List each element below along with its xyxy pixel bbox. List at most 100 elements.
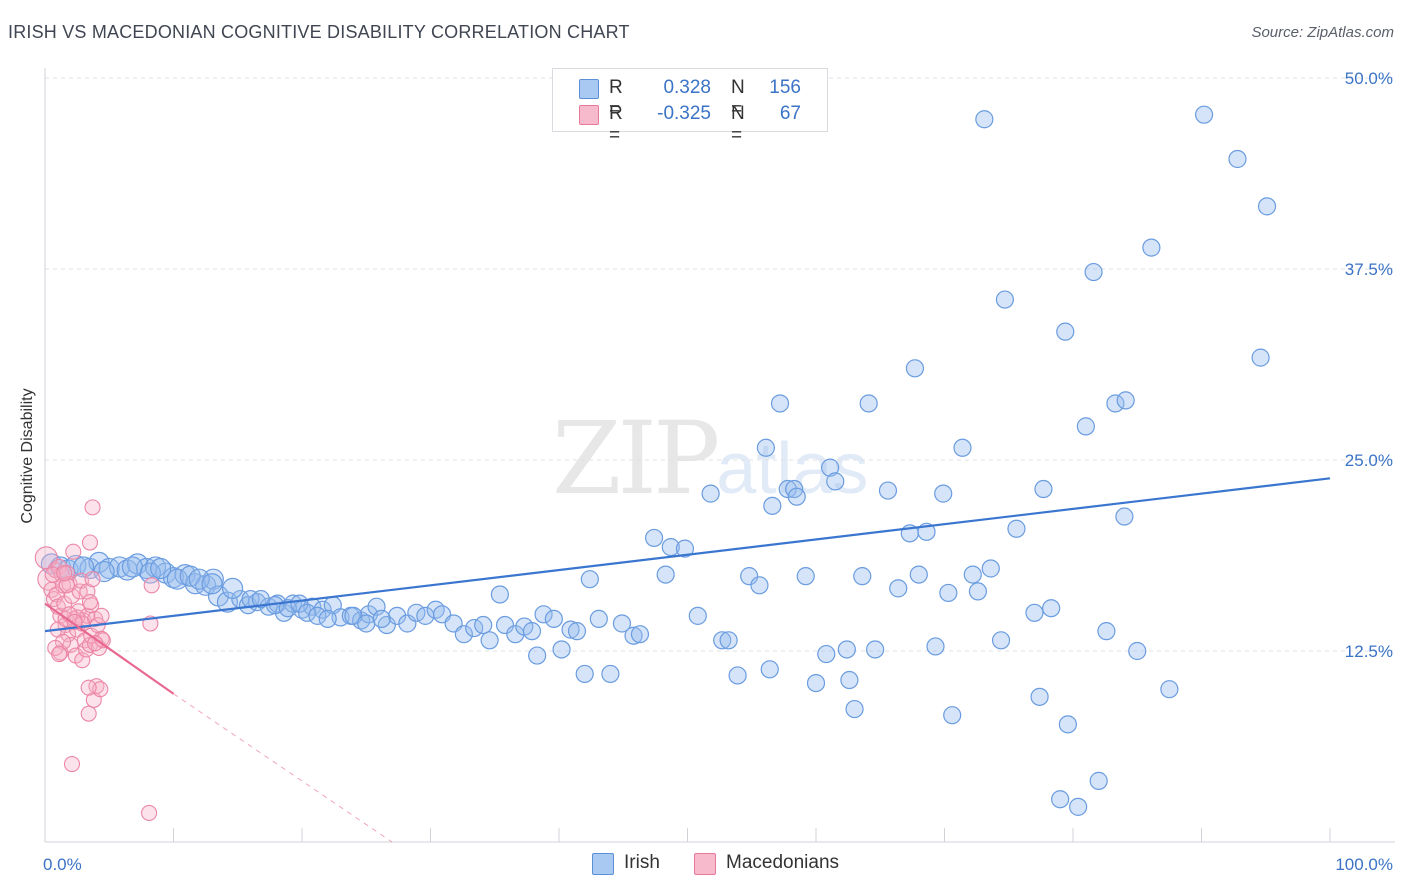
irish-point — [787, 487, 806, 506]
irish-point — [1097, 622, 1116, 641]
macedonian-point — [80, 705, 97, 722]
irish-point — [840, 670, 859, 690]
irish-point — [909, 565, 928, 584]
irish-point — [522, 622, 542, 641]
macedonian-point — [51, 646, 68, 663]
irish-point — [953, 438, 972, 457]
macedonian-point — [58, 577, 75, 594]
irish-point — [878, 481, 898, 500]
irish-point — [318, 609, 337, 629]
irish-point — [1042, 599, 1061, 618]
irish-point — [121, 556, 143, 578]
irish-point — [837, 640, 856, 659]
irish-point — [975, 110, 994, 129]
irish-point — [1056, 322, 1075, 341]
irish-point — [357, 614, 376, 633]
irish-point — [567, 622, 587, 641]
macedonian-point — [54, 577, 72, 594]
watermark-zip: ZIP — [552, 400, 720, 517]
irish-points — [40, 105, 1277, 816]
irish-point — [201, 573, 223, 595]
irish-point — [1257, 197, 1277, 216]
r-label: R = — [609, 103, 623, 146]
tick-labels: 12.5% 25.0% 37.5% 50.0% 0.0% 100.0% — [43, 69, 1393, 874]
irish-point — [1115, 507, 1134, 526]
macedonian-point — [81, 594, 99, 611]
irish-point — [821, 458, 840, 477]
irish-point — [222, 577, 244, 599]
y-tick-label: 50.0% — [1345, 69, 1393, 88]
irish-point — [817, 644, 836, 664]
irish-point — [806, 673, 826, 693]
x-tick-label: 0.0% — [43, 855, 82, 874]
trend-lines — [44, 477, 1331, 843]
macedonian-points — [34, 499, 160, 822]
irish-point — [770, 394, 790, 413]
irish-point — [756, 438, 775, 457]
irish-point — [644, 528, 664, 548]
irish-point — [763, 496, 782, 515]
irish-point — [474, 615, 493, 635]
irish-point — [372, 609, 391, 629]
irish-point — [308, 606, 327, 625]
r-value: -0.325 — [657, 103, 711, 124]
irish-point — [589, 609, 608, 629]
macedonian-point — [63, 756, 81, 773]
irish-point — [750, 576, 769, 595]
irish-point — [1142, 238, 1161, 257]
macedonian-point — [92, 681, 109, 698]
irish-point — [1089, 771, 1108, 790]
irish-point — [859, 394, 878, 413]
irish-point — [939, 583, 958, 603]
macedonian-point — [143, 577, 160, 594]
irish-point — [796, 567, 815, 586]
y-tick-label: 12.5% — [1345, 642, 1393, 661]
y-tick-label: 25.0% — [1345, 451, 1393, 470]
irish-point — [760, 660, 779, 679]
legend-label-macedonians: Macedonians — [726, 852, 840, 873]
n-label: N = — [731, 77, 745, 120]
irish-point — [675, 539, 695, 558]
irish-point — [1106, 394, 1125, 413]
irish-point — [1194, 105, 1214, 124]
irish-point — [995, 290, 1014, 309]
irish-point — [150, 557, 172, 580]
macedonian-point — [65, 543, 82, 560]
irish-point — [528, 646, 547, 665]
n-value: 67 — [779, 103, 801, 124]
irish-point — [1076, 417, 1095, 436]
macedonian-point — [44, 566, 61, 583]
irish-point — [278, 599, 297, 618]
irish-point — [926, 637, 945, 656]
axes — [44, 68, 1395, 843]
irish-point — [601, 664, 620, 684]
irish-point — [826, 472, 845, 491]
irish-point — [853, 567, 872, 586]
chart-title: IRISH VS MACEDONIAN COGNITIVE DISABILITY… — [8, 22, 630, 42]
macedonian-point — [70, 603, 87, 620]
macedonian-point — [56, 565, 73, 582]
irish-point — [963, 565, 982, 584]
macedonian-point — [74, 652, 91, 669]
irish-point — [968, 582, 988, 601]
irish-point — [1160, 680, 1179, 699]
macedonian-point — [141, 804, 158, 822]
irish-point — [845, 699, 864, 719]
macedonian-point — [81, 534, 99, 551]
irish-point — [934, 484, 953, 503]
irish-point — [1007, 519, 1026, 538]
irish-point — [1034, 479, 1053, 499]
irish-point — [544, 609, 563, 629]
irish-point — [1116, 391, 1135, 410]
macedonian-trend-line — [44, 602, 175, 695]
irish-point — [740, 567, 759, 586]
irish-point — [713, 631, 732, 650]
irish-trend-line — [44, 477, 1331, 633]
irish-point — [454, 625, 474, 644]
y-tick-label: 37.5% — [1345, 260, 1393, 279]
irish-point — [139, 562, 161, 584]
irish-point — [561, 620, 580, 639]
gridlines — [45, 77, 1395, 652]
irish-point — [495, 615, 515, 635]
